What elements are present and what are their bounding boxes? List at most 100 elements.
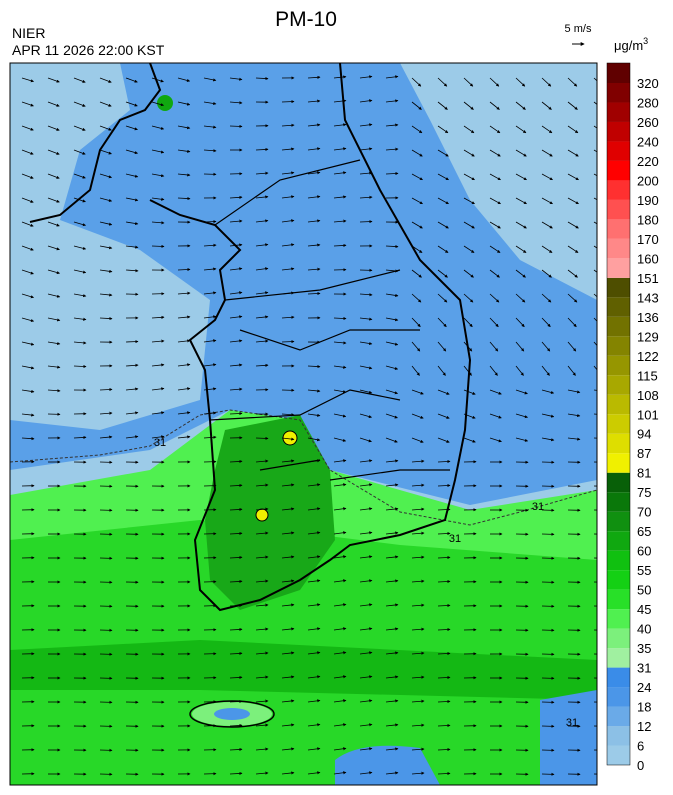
wind-arrow <box>411 317 421 328</box>
colorbar-tick-label: 108 <box>637 388 659 403</box>
wind-arrow <box>541 77 552 87</box>
wind-arrow <box>541 125 553 134</box>
wind-arrow <box>255 531 269 535</box>
wind-arrow <box>177 125 191 130</box>
wind-arrow <box>359 579 373 583</box>
wind-arrow <box>307 75 321 79</box>
wind-arrow <box>229 363 243 367</box>
wind-arrow <box>489 365 498 376</box>
wind-arrow <box>307 123 321 127</box>
wind-arrow <box>489 389 502 395</box>
wind-arrow <box>593 437 597 439</box>
wind-arrow <box>21 293 35 299</box>
wind-arrow <box>359 341 373 346</box>
wind-arrow <box>515 341 525 352</box>
wind-arrow <box>489 149 501 157</box>
wind-arrow <box>21 77 35 83</box>
wind-arrow <box>567 125 579 134</box>
contour-label: 31 <box>566 717 578 729</box>
wind-arrow <box>359 771 373 775</box>
colorbar-segment <box>607 375 630 395</box>
wind-arrow <box>177 267 191 272</box>
wind-arrow <box>333 675 347 679</box>
wind-arrow <box>229 339 243 343</box>
wind-arrow <box>359 147 373 151</box>
wind-arrow <box>489 221 501 229</box>
wind-arrow <box>47 149 60 155</box>
wind-arrow <box>437 555 451 560</box>
pm-zone-blue-spot <box>540 690 597 785</box>
wind-arrow <box>385 293 399 297</box>
wind-arrow <box>593 269 597 273</box>
wind-arrow <box>333 627 347 631</box>
wind-arrow <box>21 245 34 251</box>
wind-arrow <box>281 483 295 487</box>
wind-arrow <box>489 317 499 328</box>
wind-arrow <box>489 197 501 205</box>
wind-arrow <box>567 413 581 418</box>
colorbar-segment <box>607 63 630 83</box>
wind-arrow <box>463 389 476 395</box>
wind-arrow <box>437 365 446 376</box>
wind-arrow <box>177 149 191 153</box>
colorbar-tick-label: 50 <box>637 583 651 598</box>
wind-arrow <box>21 221 34 227</box>
wind-arrow <box>463 173 475 181</box>
wind-arrow <box>255 651 269 655</box>
wind-arrow <box>541 365 550 376</box>
wind-arrow <box>411 173 423 181</box>
hotspot <box>157 95 173 111</box>
wind-arrow <box>47 77 60 83</box>
wind-arrow <box>437 389 450 395</box>
wind-arrow <box>281 507 295 511</box>
wind-arrow <box>593 413 597 415</box>
wind-arrow <box>307 627 321 631</box>
wind-arrow <box>333 437 347 442</box>
colorbar-tick-label: 160 <box>637 251 659 266</box>
wind-arrow <box>151 387 165 391</box>
wind-arrow <box>437 293 448 303</box>
wind-arrow <box>21 413 35 417</box>
wind-arrow <box>359 171 373 175</box>
wind-arrow <box>47 221 60 227</box>
wind-arrow <box>203 411 217 415</box>
wind-arrow <box>307 699 321 703</box>
wind-arrow <box>203 315 217 319</box>
colorbar-tick-label: 45 <box>637 602 651 617</box>
colorbar-tick-label: 200 <box>637 173 659 188</box>
wind-arrow <box>281 267 295 271</box>
wind-arrow <box>385 269 399 273</box>
wind-arrow <box>281 340 295 344</box>
wind-arrow <box>307 147 321 151</box>
wind-arrow <box>203 339 217 343</box>
wind-arrow <box>437 651 451 656</box>
wind-arrow <box>359 555 373 559</box>
wind-arrow <box>229 747 243 752</box>
wind-arrow <box>47 293 61 298</box>
wind-arrow <box>593 77 597 82</box>
wind-arrow <box>567 365 576 376</box>
wind-arrow <box>307 723 321 727</box>
wind-arrow <box>437 723 451 728</box>
wind-arrow <box>125 149 139 155</box>
wind-arrow <box>541 269 552 278</box>
colorbar-tick-label: 12 <box>637 719 651 734</box>
colorbar-segment <box>607 706 630 727</box>
colorbar-segment <box>607 453 630 473</box>
wind-arrow <box>203 149 217 153</box>
wind-arrow <box>203 220 217 224</box>
wind-arrow <box>411 197 423 205</box>
wind-arrow <box>463 341 473 352</box>
colorbar-tick-label: 101 <box>637 407 659 422</box>
wind-arrow <box>411 413 424 419</box>
wind-arrow <box>385 747 399 751</box>
wind-arrow <box>73 221 87 227</box>
colorbar-segment <box>607 628 630 649</box>
wind-arrow <box>99 197 113 202</box>
wind-arrow <box>515 221 527 229</box>
wind-arrow <box>281 413 295 417</box>
colorbar-tick-label: 31 <box>637 661 651 676</box>
wind-arrow <box>333 316 347 321</box>
wind-arrow <box>281 195 295 199</box>
wind-arrow <box>463 437 476 443</box>
